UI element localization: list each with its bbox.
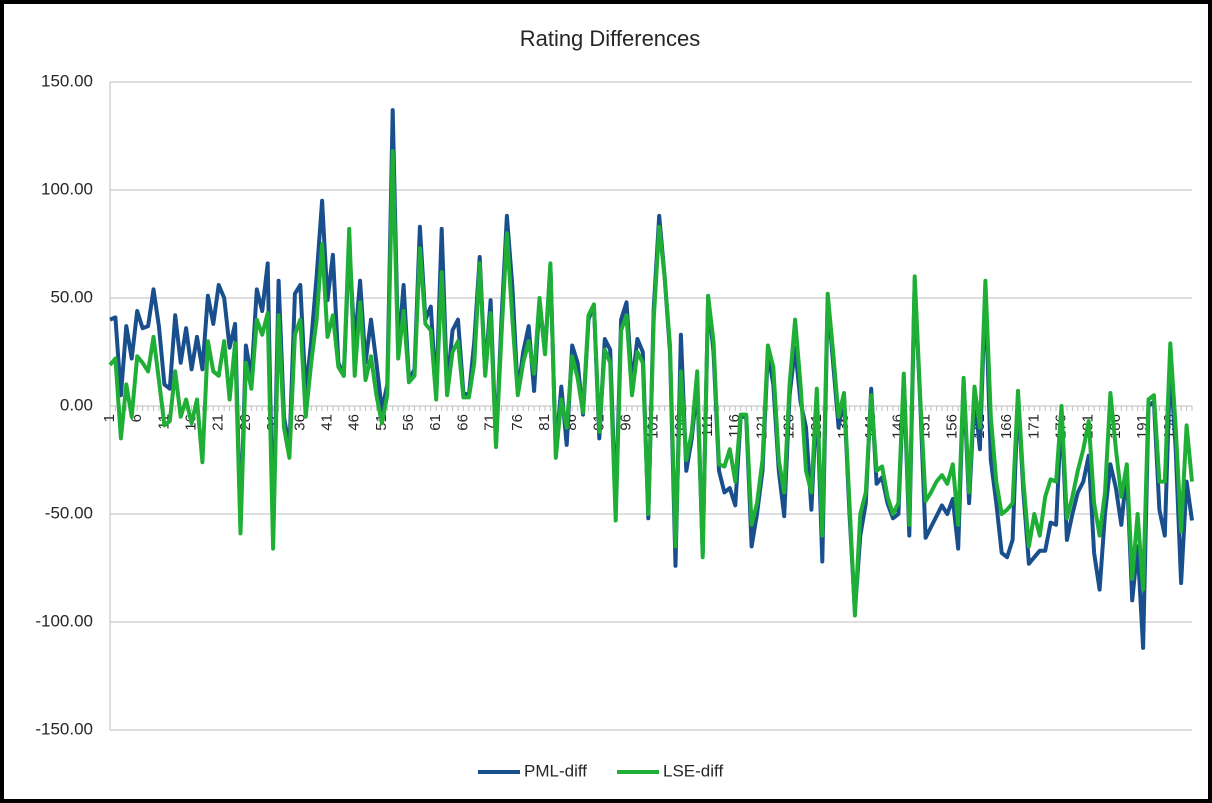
x-tick-label: 76 (509, 414, 526, 431)
x-tick-label: 36 (291, 414, 308, 431)
y-tick-label: -50.00 (45, 503, 93, 522)
data-line (108, 149, 1194, 618)
x-tick-label: 166 (998, 414, 1015, 439)
x-tick-label: 21 (210, 414, 227, 431)
y-tick-label: 0.00 (60, 395, 93, 414)
x-tick-label: 1 (101, 414, 118, 422)
y-tick-label: 50.00 (50, 287, 93, 306)
x-tick-label: 41 (318, 414, 335, 431)
legend-label: PML-diff (524, 761, 587, 780)
x-tick-label: 46 (346, 414, 363, 431)
x-tick-label: 81 (536, 414, 553, 431)
chart-title: Rating Differences (520, 26, 701, 51)
x-tick-label: 56 (400, 414, 417, 431)
legend-label: LSE-diff (663, 761, 723, 780)
x-tick-label: 6 (128, 414, 145, 422)
x-tick-label: 156 (944, 414, 961, 439)
x-tick-label: 171 (1025, 414, 1042, 439)
x-tick-label: 96 (618, 414, 635, 431)
y-tick-label: 150.00 (41, 71, 93, 90)
y-tick-label: -150.00 (35, 719, 93, 738)
y-tick-label: 100.00 (41, 179, 93, 198)
x-tick-label: 66 (454, 414, 471, 431)
x-tick-label: 61 (427, 414, 444, 431)
y-tick-label: -100.00 (35, 611, 93, 630)
